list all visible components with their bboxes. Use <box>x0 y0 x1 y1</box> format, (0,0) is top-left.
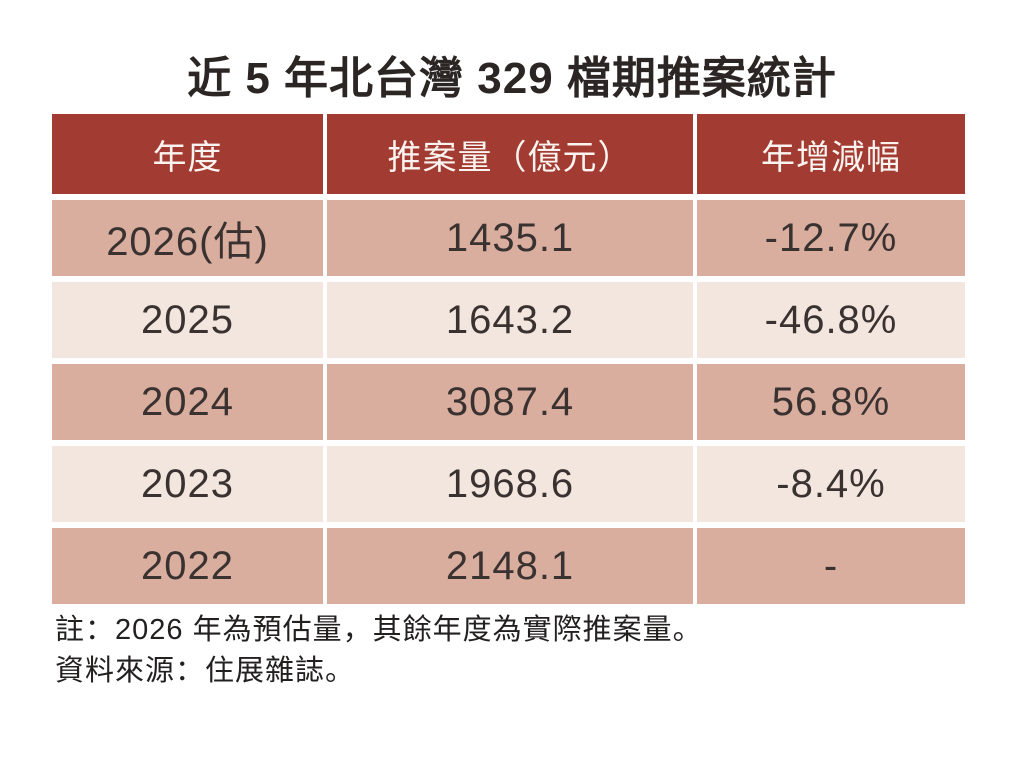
footnotes: 註：2026 年為預估量，其餘年度為實際推案量。 資料來源：住展雜誌。 <box>55 610 984 692</box>
stats-table: 年度 推案量（億元） 年增減幅 2026(估) 1435.1 -12.7% 20… <box>52 114 965 604</box>
table-cell-change: - <box>697 528 965 604</box>
table-cell-year: 2025 <box>52 282 323 358</box>
table-cell-change: -46.8% <box>697 282 965 358</box>
table-cell-volume: 3087.4 <box>327 364 693 440</box>
footnote-source: 資料來源：住展雜誌。 <box>55 655 356 687</box>
table-cell-change: -12.7% <box>697 200 965 276</box>
column-header-year: 年度 <box>52 114 323 194</box>
table-cell-volume: 1435.1 <box>327 200 693 276</box>
page-title: 近 5 年北台灣 329 檔期推案統計 <box>187 54 837 103</box>
table-cell-volume: 2148.1 <box>327 528 693 604</box>
table-cell-year: 2022 <box>52 528 323 604</box>
table-cell-change: 56.8% <box>697 364 965 440</box>
column-header-volume: 推案量（億元） <box>327 114 693 194</box>
table-cell-volume: 1643.2 <box>327 282 693 358</box>
footnote-estimate: 註：2026 年為預估量，其餘年度為實際推案量。 <box>55 614 703 646</box>
table-cell-change: -8.4% <box>697 446 965 522</box>
table-cell-year: 2026(估) <box>52 200 323 276</box>
table-cell-year: 2024 <box>52 364 323 440</box>
table-cell-volume: 1968.6 <box>327 446 693 522</box>
table-cell-year: 2023 <box>52 446 323 522</box>
column-header-change: 年增減幅 <box>697 114 965 194</box>
